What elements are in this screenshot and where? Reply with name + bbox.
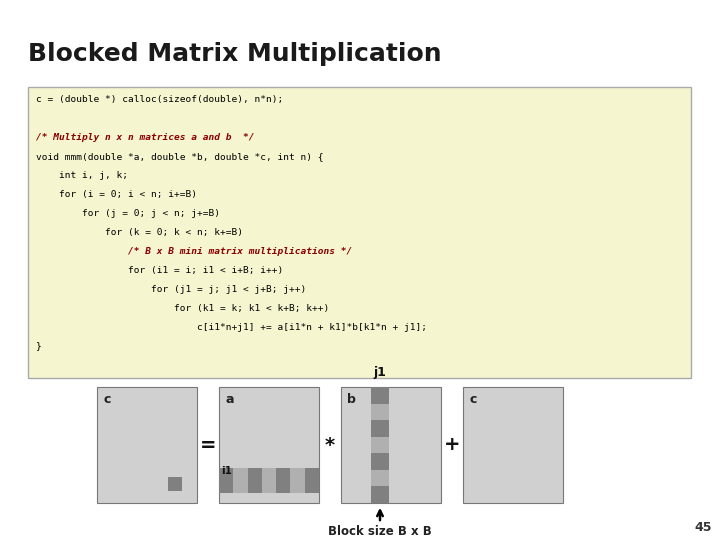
Text: /* B x B mini matrix multiplications */: /* B x B mini matrix multiplications */ (36, 247, 352, 256)
Text: a: a (225, 393, 233, 406)
Text: =: = (199, 435, 216, 455)
Bar (371, 387, 389, 403)
Text: for (i1 = i; i1 < i+B; i++): for (i1 = i; i1 < i+B; i++) (36, 266, 283, 275)
Text: *: * (325, 435, 335, 455)
Text: /* Multiply n x n matrices a and b  */: /* Multiply n x n matrices a and b */ (36, 133, 254, 142)
Bar (305, 468, 319, 493)
Bar (290, 468, 305, 493)
Text: for (j1 = j; j1 < j+B; j++): for (j1 = j; j1 < j+B; j++) (36, 285, 306, 294)
Text: c[i1*n+j1] += a[i1*n + k1]*b[k1*n + j1];: c[i1*n+j1] += a[i1*n + k1]*b[k1*n + j1]; (36, 322, 427, 332)
Bar (262, 468, 276, 493)
Text: i1: i1 (221, 466, 232, 476)
Text: void mmm(double *a, double *b, double *c, int n) {: void mmm(double *a, double *b, double *c… (36, 152, 323, 161)
Text: for (j = 0; j < n; j+=B): for (j = 0; j < n; j+=B) (36, 209, 220, 218)
Text: }: } (36, 342, 42, 350)
Text: Blocked Matrix Multiplication: Blocked Matrix Multiplication (28, 42, 441, 66)
Text: j1: j1 (374, 366, 387, 379)
Text: for (k = 0; k < n; k+=B): for (k = 0; k < n; k+=B) (36, 228, 243, 237)
Bar (219, 387, 319, 503)
Bar (233, 468, 248, 493)
Text: +: + (444, 435, 460, 455)
Bar (463, 387, 563, 503)
Text: c: c (103, 393, 110, 406)
Bar (276, 468, 290, 493)
Text: for (i = 0; i < n; i+=B): for (i = 0; i < n; i+=B) (36, 190, 197, 199)
Bar (371, 437, 389, 453)
Bar (168, 477, 182, 491)
Bar (371, 470, 389, 487)
Text: 45: 45 (695, 521, 712, 534)
Bar (28, 87, 691, 378)
Text: for (k1 = k; k1 < k+B; k++): for (k1 = k; k1 < k+B; k++) (36, 303, 329, 313)
Bar (341, 387, 441, 503)
Bar (248, 468, 262, 493)
Text: c = (double *) calloc(sizeof(double), n*n);: c = (double *) calloc(sizeof(double), n*… (36, 95, 283, 104)
Text: b: b (347, 393, 356, 406)
Bar (371, 403, 389, 420)
Bar (371, 487, 389, 503)
Bar (371, 453, 389, 470)
Text: int i, j, k;: int i, j, k; (36, 171, 128, 180)
Text: c: c (469, 393, 477, 406)
Bar (371, 420, 389, 437)
Text: Block size B x B: Block size B x B (328, 525, 432, 538)
Bar (219, 468, 233, 493)
Bar (97, 387, 197, 503)
